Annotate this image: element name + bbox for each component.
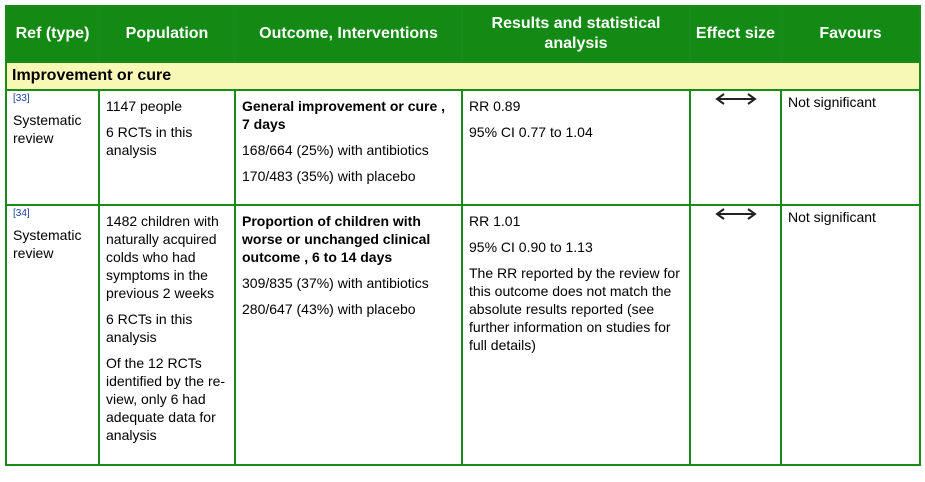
- results-text: The RR reported by the review for this o…: [469, 265, 680, 353]
- results-cell: RR 0.89 95% CI 0.77 to 1.04: [461, 89, 691, 206]
- ref-link[interactable]: [33]: [13, 93, 30, 104]
- outcome-title: Proportion of children with worse or unc…: [242, 213, 431, 265]
- study-type: Systematic review: [13, 227, 82, 261]
- results-cell: RR 1.01 95% CI 0.90 to 1.13 The RR repor…: [461, 204, 691, 466]
- results-text: RR 0.89: [469, 98, 521, 114]
- favours-cell: Not significant: [780, 204, 921, 466]
- population-text: 6 RCTs in this analysis: [106, 311, 193, 345]
- population-text: 1147 people: [106, 98, 183, 114]
- group-title: Improvement or cure: [5, 61, 921, 91]
- results-text: RR 1.01: [469, 213, 521, 229]
- evidence-table: Ref (type) Population Outcome, Intervent…: [5, 5, 921, 466]
- ref-link[interactable]: [34]: [13, 208, 30, 219]
- effect-size-cell: [689, 89, 782, 206]
- results-text: 95% CI 0.77 to 1.04: [469, 124, 593, 140]
- favours-cell: Not significant: [780, 89, 921, 206]
- table-row: [34] Systematic review 1482 children wit…: [5, 204, 921, 466]
- outcome-line: 168/664 (25%) with antibiotics: [242, 142, 429, 158]
- header-row: Ref (type) Population Outcome, Intervent…: [5, 5, 921, 63]
- outcome-line: 170/483 (35%) with placebo: [242, 168, 416, 184]
- study-type: Systematic review: [13, 112, 82, 146]
- effect-size-cell: [689, 204, 782, 466]
- outcome-cell: Proportion of children with worse or unc…: [234, 204, 463, 466]
- ref-cell: [33] Systematic review: [5, 89, 100, 206]
- population-text: Of the 12 RCTs identified by the re-view…: [106, 355, 226, 443]
- outcome-line: 309/835 (37%) with antibiotics: [242, 275, 429, 291]
- population-cell: 1147 people 6 RCTs in this analysis: [98, 89, 236, 206]
- population-text: 1482 children with naturally acquired co…: [106, 213, 219, 301]
- header-ref: Ref (type): [5, 5, 100, 63]
- group-row: Improvement or cure: [5, 61, 921, 91]
- header-effect-size: Effect size: [689, 5, 782, 63]
- outcome-title: General improvement or cure , 7 days: [242, 98, 446, 132]
- outcome-cell: General improvement or cure , 7 days 168…: [234, 89, 463, 206]
- header-population: Population: [98, 5, 236, 63]
- double-headed-arrow-icon: [714, 93, 757, 105]
- population-cell: 1482 children with naturally acquired co…: [98, 204, 236, 466]
- table-row: [33] Systematic review 1147 people 6 RCT…: [5, 89, 921, 206]
- header-outcome: Outcome, Interventions: [234, 5, 463, 63]
- header-favours: Favours: [780, 5, 921, 63]
- outcome-line: 280/647 (43%) with placebo: [242, 301, 416, 317]
- ref-cell: [34] Systematic review: [5, 204, 100, 466]
- results-text: 95% CI 0.90 to 1.13: [469, 239, 593, 255]
- double-headed-arrow-icon: [714, 208, 757, 220]
- header-results: Results and statistical analysis: [461, 5, 691, 63]
- population-text: 6 RCTs in this analysis: [106, 124, 193, 158]
